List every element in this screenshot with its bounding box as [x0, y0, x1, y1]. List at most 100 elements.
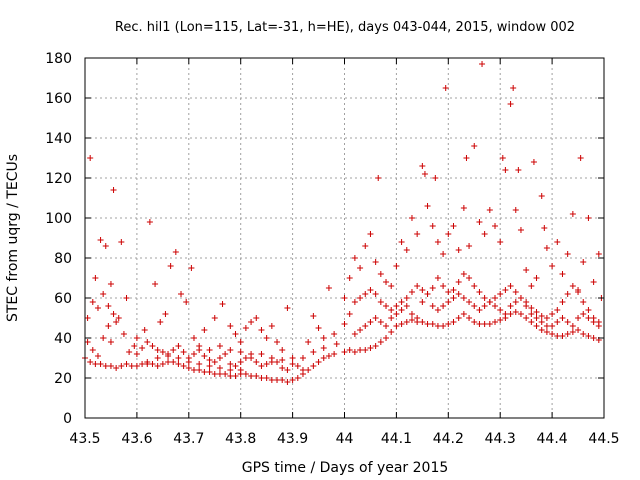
data-point	[408, 215, 415, 221]
data-point	[424, 321, 431, 327]
data-point	[219, 301, 226, 307]
x-tick-label: 43.6	[121, 431, 152, 447]
data-point	[216, 355, 223, 361]
data-point	[507, 283, 514, 289]
x-tick-label: 44.2	[433, 431, 464, 447]
data-point	[440, 323, 447, 329]
y-tick-label: 120	[45, 171, 72, 187]
y-tick-label: 0	[63, 411, 72, 427]
data-point	[541, 225, 548, 231]
data-point	[196, 361, 203, 367]
data-point	[445, 289, 452, 295]
data-point	[154, 363, 161, 369]
data-point	[377, 339, 384, 345]
data-point	[533, 323, 540, 329]
data-point	[102, 363, 109, 369]
data-point	[162, 311, 169, 317]
data-point	[154, 347, 161, 353]
data-point	[367, 345, 374, 351]
data-point	[528, 311, 535, 317]
data-point	[123, 295, 130, 301]
data-point	[575, 315, 582, 321]
data-point	[190, 367, 197, 373]
data-point	[408, 289, 415, 295]
data-point	[559, 315, 566, 321]
y-tick-label: 100	[45, 211, 72, 227]
data-point	[216, 365, 223, 371]
data-point	[305, 367, 312, 373]
data-point	[196, 367, 203, 373]
data-point	[549, 311, 556, 317]
data-point	[87, 155, 94, 161]
data-point	[237, 367, 244, 373]
data-point	[159, 361, 166, 367]
data-point	[201, 353, 208, 359]
data-point	[479, 61, 486, 67]
data-point	[294, 363, 301, 369]
data-point	[463, 155, 470, 161]
data-point	[575, 327, 582, 333]
data-point	[227, 323, 234, 329]
x-tick-label: 44	[336, 431, 354, 447]
data-point	[206, 363, 213, 369]
data-point	[118, 363, 125, 369]
data-point	[89, 347, 96, 353]
data-point	[517, 295, 524, 301]
data-point	[569, 211, 576, 217]
data-point	[502, 167, 509, 173]
data-point	[538, 319, 545, 325]
data-point	[440, 303, 447, 309]
data-point	[445, 299, 452, 305]
data-point	[528, 305, 535, 311]
data-point	[248, 373, 255, 379]
data-point	[595, 323, 602, 329]
data-point	[362, 291, 369, 297]
data-point	[403, 295, 410, 301]
data-point	[232, 331, 239, 337]
data-point	[481, 321, 488, 327]
data-point	[580, 259, 587, 265]
data-point	[398, 299, 405, 305]
data-point	[141, 327, 148, 333]
data-point	[84, 315, 91, 321]
data-point	[445, 231, 452, 237]
data-point	[383, 279, 390, 285]
data-point	[237, 349, 244, 355]
data-point	[253, 315, 260, 321]
data-point	[471, 283, 478, 289]
data-point	[110, 311, 117, 317]
data-point	[517, 227, 524, 233]
data-point	[362, 243, 369, 249]
data-point	[253, 373, 260, 379]
data-point	[585, 315, 592, 321]
data-point	[310, 363, 317, 369]
data-point	[554, 333, 561, 339]
data-point	[175, 343, 182, 349]
data-point	[383, 303, 390, 309]
data-point	[105, 323, 112, 329]
data-point	[263, 375, 270, 381]
data-point	[258, 351, 265, 357]
data-point	[263, 335, 270, 341]
data-point	[92, 275, 99, 281]
data-point	[497, 239, 504, 245]
data-point	[123, 361, 130, 367]
data-point	[113, 319, 120, 325]
data-point	[237, 339, 244, 345]
data-point	[341, 349, 348, 355]
data-point	[419, 299, 426, 305]
data-point	[94, 353, 101, 359]
data-point	[201, 369, 208, 375]
data-point	[188, 265, 195, 271]
data-point	[393, 311, 400, 317]
data-point	[414, 231, 421, 237]
data-point	[564, 331, 571, 337]
data-point	[398, 321, 405, 327]
data-point	[403, 303, 410, 309]
data-point	[128, 363, 135, 369]
data-point	[543, 329, 550, 335]
data-point	[341, 321, 348, 327]
data-point	[512, 207, 519, 213]
data-point	[559, 333, 566, 339]
data-point	[351, 255, 358, 261]
